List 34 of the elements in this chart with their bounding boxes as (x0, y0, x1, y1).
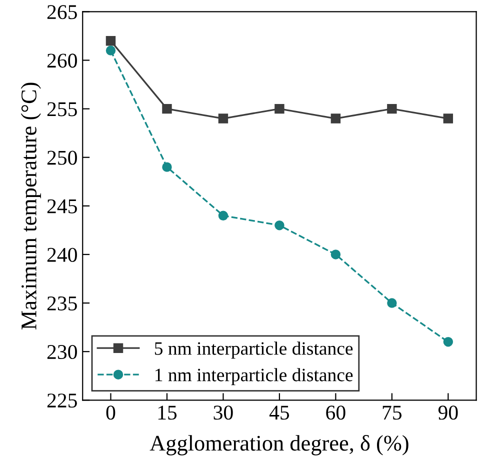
y-tick-label: 225 (47, 394, 77, 408)
point (330, 114, 341, 124)
point (330, 250, 341, 260)
x-tick-label: 30 (214, 406, 233, 420)
y-tick-label: 255 (47, 102, 77, 116)
point (106, 36, 116, 46)
legend-label: 5 nm interparticle distance (154, 342, 353, 359)
point (274, 220, 284, 230)
x-tick-label: 75 (382, 406, 402, 420)
point (387, 298, 397, 308)
point (106, 46, 116, 56)
point (162, 162, 172, 172)
y-tick-label: 265 (47, 5, 77, 20)
x-tick-label: 90 (438, 406, 458, 420)
point (443, 114, 454, 124)
y-tick-label: 235 (47, 296, 77, 310)
point (218, 114, 228, 124)
x-tick-label: 0 (106, 406, 116, 420)
x-axis-title: Agglomeration degree, δ (%) (150, 435, 408, 456)
x-tick-label: 15 (158, 406, 177, 420)
legend-label: 1 nm interparticle distance (156, 368, 353, 386)
point (387, 104, 397, 114)
y-tick-label: 245 (47, 199, 77, 214)
y-tick-label: 250 (47, 150, 77, 165)
point (274, 104, 284, 114)
point (218, 210, 228, 220)
y-tick-label: 240 (47, 248, 77, 262)
x-tick-label: 60 (326, 406, 346, 420)
point (443, 337, 454, 347)
y-axis-title: Maximum temperature (°C) (20, 82, 41, 330)
y-tick-label: 230 (47, 344, 77, 360)
y-tick-label: 260 (47, 54, 77, 68)
x-tick-label: 45 (269, 406, 290, 420)
point (162, 104, 172, 114)
